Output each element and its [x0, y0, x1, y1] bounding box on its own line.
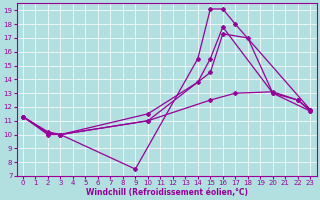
X-axis label: Windchill (Refroidissement éolien,°C): Windchill (Refroidissement éolien,°C): [85, 188, 248, 197]
